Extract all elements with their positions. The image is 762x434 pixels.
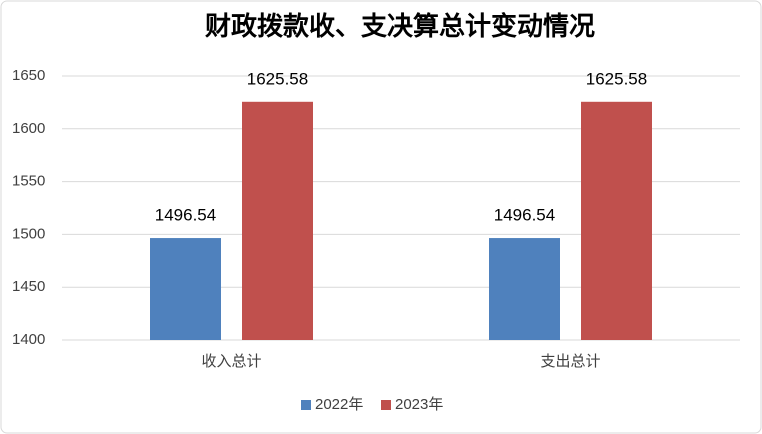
y-tick-label: 1600	[12, 120, 45, 137]
x-tick-label: 收入总计	[201, 353, 261, 370]
y-tick-label: 1550	[12, 173, 45, 190]
value-label: 1496.54	[155, 206, 216, 225]
y-tick-label: 1650	[12, 67, 45, 84]
value-label: 1496.54	[494, 206, 555, 225]
y-tick-label: 1450	[12, 278, 45, 295]
legend-label: 2023年	[395, 396, 443, 413]
value-label: 1625.58	[586, 69, 647, 88]
legend-label: 2022年	[315, 396, 363, 413]
value-label: 1625.58	[247, 69, 308, 88]
bar	[489, 238, 560, 340]
legend-swatch	[381, 400, 391, 410]
legend-swatch	[301, 400, 311, 410]
y-tick-label: 1400	[12, 331, 45, 348]
chart-title: 财政拨款收、支决算总计变动情况	[205, 11, 595, 42]
x-tick-label: 支出总计	[540, 353, 600, 370]
y-tick-label: 1500	[12, 225, 45, 242]
bar	[581, 101, 652, 340]
bar	[242, 101, 313, 340]
bar	[150, 238, 221, 340]
